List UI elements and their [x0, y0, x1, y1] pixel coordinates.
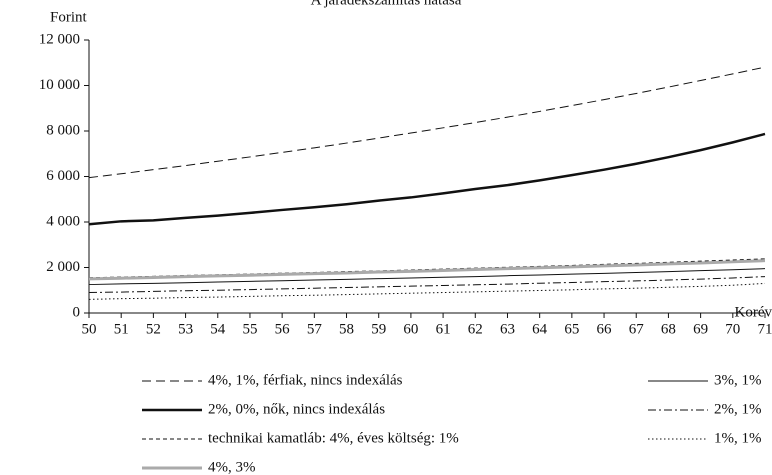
series-line — [88, 132, 766, 226]
y-tick-label: 0 — [73, 304, 81, 320]
legend-label: 1%, 1% — [714, 430, 762, 446]
y-tick-label: 2 000 — [46, 259, 80, 275]
x-tick-label: 67 — [629, 321, 645, 337]
x-tick-label: 57 — [307, 321, 323, 337]
x-tick-label: 68 — [661, 321, 676, 337]
x-tick-label: 52 — [146, 321, 161, 337]
x-tick-label: 65 — [564, 321, 579, 337]
x-tick-label: 58 — [339, 321, 354, 337]
series-line — [88, 268, 766, 286]
x-tick-label: 55 — [242, 321, 257, 337]
x-tick-label: 59 — [371, 321, 386, 337]
y-tick-label: 12 000 — [39, 31, 80, 47]
series-line — [88, 259, 766, 281]
x-tick-label: 61 — [436, 321, 451, 337]
x-tick-label: 62 — [468, 321, 483, 337]
y-axis-label: Forint — [50, 9, 88, 25]
x-tick-label: 60 — [403, 321, 418, 337]
series-line — [88, 66, 766, 179]
y-tick-label: 6 000 — [46, 168, 80, 184]
legend-label: 2%, 0%, nők, nincs indexálás — [208, 401, 385, 417]
y-tick-label: 4 000 — [46, 213, 80, 229]
series-line — [88, 282, 766, 300]
x-tick-label: 51 — [114, 321, 129, 337]
x-tick-label: 63 — [500, 321, 515, 337]
x-tick-label: 53 — [178, 321, 193, 337]
y-tick-label: 8 000 — [46, 122, 80, 138]
x-tick-label: 71 — [758, 321, 772, 337]
legend-label: 2%, 1% — [714, 401, 762, 417]
x-tick-label: 50 — [82, 321, 97, 337]
legend-label: 4%, 1%, férfiak, nincs indexálás — [208, 372, 403, 388]
series-line — [88, 276, 766, 294]
series-line — [88, 258, 766, 279]
legend-label: 4%, 3% — [208, 459, 256, 475]
y-tick-label: 10 000 — [39, 77, 80, 93]
x-tick-label: 69 — [693, 321, 708, 337]
x-tick-label: 66 — [597, 321, 613, 337]
x-tick-label: 70 — [725, 321, 740, 337]
x-tick-label: 56 — [275, 321, 291, 337]
chart-title: A járadékszámítás hatása — [311, 0, 462, 8]
legend-label: technikai kamatláb: 4%, éves költség: 1% — [208, 430, 459, 446]
x-axis-label: Korév — [735, 304, 772, 320]
legend-label: 3%, 1% — [714, 372, 762, 388]
x-tick-label: 64 — [532, 321, 548, 337]
x-tick-label: 54 — [210, 321, 226, 337]
